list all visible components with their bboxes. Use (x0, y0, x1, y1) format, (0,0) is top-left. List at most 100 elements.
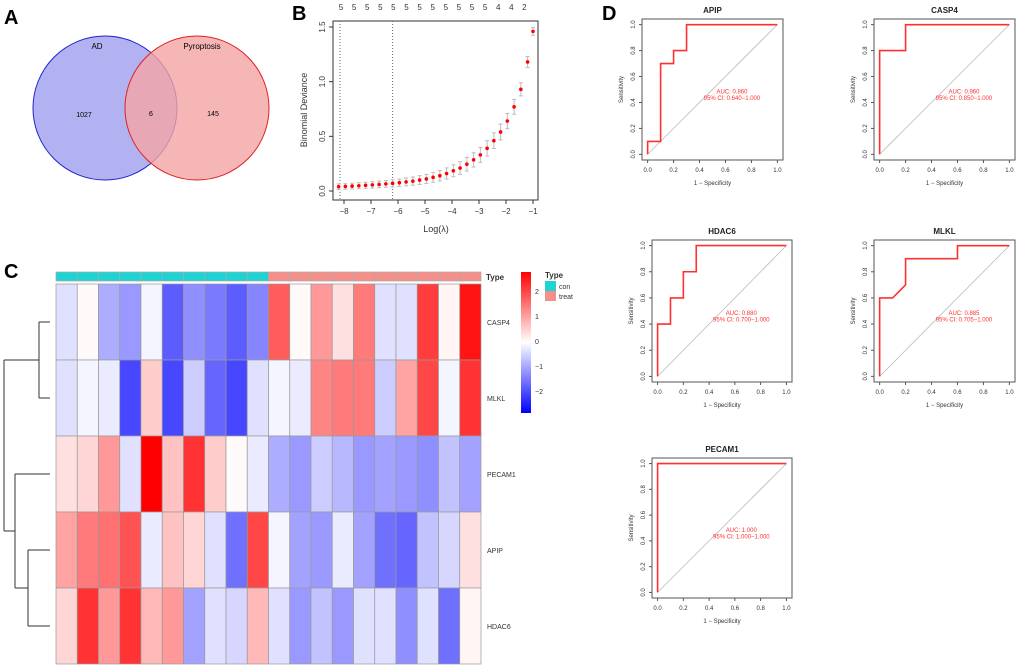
heatmap-cell (225, 283, 248, 361)
heatmap-cell (438, 359, 461, 437)
heatmap-cell (416, 587, 439, 665)
heatmap-cell (204, 283, 227, 361)
top-axis-label: 2 (522, 3, 527, 12)
top-axis-label: 5 (404, 3, 409, 12)
roc-curve (656, 462, 787, 593)
x-tick-label: 1.0 (782, 606, 791, 612)
y-tick-label: 0.8 (631, 46, 637, 55)
heatmap-cell (119, 587, 142, 665)
plot-frame (332, 20, 539, 201)
data-point (397, 180, 402, 185)
top-axis-label: 5 (470, 3, 475, 12)
heatmap-cell (331, 435, 354, 513)
x-tick-label: 0.6 (731, 606, 740, 612)
auc-label: AUC: 0.860 (716, 89, 748, 95)
y-tick-label: 0.8 (863, 267, 869, 276)
heatmap-cell (98, 359, 121, 437)
heatmap-cell (353, 435, 376, 513)
top-axis-label: 5 (444, 3, 449, 12)
annotation-cell-con (55, 271, 78, 282)
heatmap-cell (374, 435, 397, 513)
heatmap-cell (331, 283, 354, 361)
heatmap-cell (374, 587, 397, 665)
diagonal-reference (657, 463, 787, 593)
y-tick-label: 0.6 (631, 72, 637, 81)
ci-label: 95% CI: 1.000−1.000 (713, 534, 770, 540)
y-tick-label: 0.6 (863, 72, 869, 81)
chart-title: MLKL (933, 227, 955, 236)
y-tick-label: 1.0 (641, 459, 647, 468)
data-point (471, 158, 476, 162)
top-axis-label: 4 (509, 3, 514, 12)
diagonal-reference (879, 24, 1010, 155)
heatmap-cell (98, 511, 121, 589)
y-tick-label: 1.0 (641, 241, 647, 250)
heatmap-cell (268, 359, 291, 437)
heatmap-cell (438, 435, 461, 513)
row-label: APIP (487, 548, 503, 555)
x-axis-label: 1 − Specificity (694, 181, 731, 187)
x-tick-label: 0.4 (705, 390, 714, 396)
data-point (525, 60, 530, 64)
heatmap-cell (289, 359, 312, 437)
heatmap-cell (140, 511, 163, 589)
heatmap-cell (246, 283, 269, 361)
heatmap-cell (246, 587, 269, 665)
data-point (350, 184, 354, 188)
diagonal-reference (647, 24, 778, 155)
panel-label-a: A (4, 7, 18, 29)
y-tick-label: 1.0 (318, 76, 327, 88)
heatmap-cell (140, 587, 163, 665)
heatmap-cell (98, 283, 121, 361)
auc-label: AUC: 0.880 (726, 311, 758, 317)
x-tick-label: −2 (501, 207, 511, 216)
data-point (357, 183, 361, 188)
heatmap-cell (204, 435, 227, 513)
heatmap-cell (161, 435, 184, 513)
venn-count: 145 (207, 111, 219, 118)
heatmap-cell (353, 587, 376, 665)
plot-frame (873, 239, 1016, 383)
heatmap-cell (268, 283, 291, 361)
annotation-cell-con (225, 271, 248, 282)
y-tick-label: 0.4 (863, 319, 869, 328)
heatmap-cell (119, 435, 142, 513)
heatmap-cell (353, 511, 376, 589)
heatmap-cell (183, 587, 206, 665)
x-tick-label: 0.4 (695, 168, 704, 174)
x-tick-label: 1.0 (1005, 168, 1014, 174)
heatmap-cell (416, 283, 439, 361)
annotation-cell-treat (331, 271, 354, 282)
annotation-cell-treat (438, 271, 461, 282)
diagonal-reference (879, 245, 1010, 377)
heatmap-cell (289, 511, 312, 589)
ci-label: 95% CI: 0.705−1.000 (936, 317, 993, 323)
heatmap-cell (459, 511, 482, 589)
plot-frame (641, 18, 784, 161)
y-tick-label: 0.2 (631, 124, 637, 133)
x-tick-label: 0.0 (653, 606, 662, 612)
roc-chart-hdac6: HDAC6 0.0 0.0 0.2 0.2 0.4 0.4 0.6 0.6 0.8 0.8 1.0 1.… (629, 227, 793, 409)
roc-chart-mlkl: MLKL 0.0 0.0 0.2 0.2 0.4 0.4 0.6 0.6 0.8 0.8 1.0 1.0… (851, 227, 1016, 409)
y-tick-label: 0.4 (631, 98, 637, 107)
annotation-cell-treat (310, 271, 333, 282)
heatmap-cell (459, 587, 482, 665)
x-axis-label: 1 − Specificity (703, 619, 740, 625)
y-tick-label: 0.0 (318, 185, 327, 197)
legend-title: Type (545, 271, 564, 280)
top-axis-label: 5 (483, 3, 488, 12)
roc-chart-casp4: CASP4 0.0 0.0 0.2 0.2 0.4 0.4 0.6 0.6 0.8 0.8 1.0 1.… (851, 6, 1016, 187)
heatmap-cell (331, 511, 354, 589)
heatmap-cell (225, 359, 248, 437)
legend-label-con: con (559, 284, 570, 291)
venn-set-label: AD (91, 42, 102, 51)
heatmap-cell (416, 435, 439, 513)
annotation-cell-con (76, 271, 99, 282)
x-tick-label: −3 (474, 207, 484, 216)
ci-label: 95% CI: 0.850−1.000 (936, 96, 993, 102)
x-tick-label: 0.0 (653, 390, 662, 396)
colorbar-tick-label: −2 (535, 389, 543, 396)
legend-swatch-con (545, 281, 556, 291)
y-axis-label: Sensitivity (851, 297, 857, 324)
data-point (377, 182, 381, 187)
